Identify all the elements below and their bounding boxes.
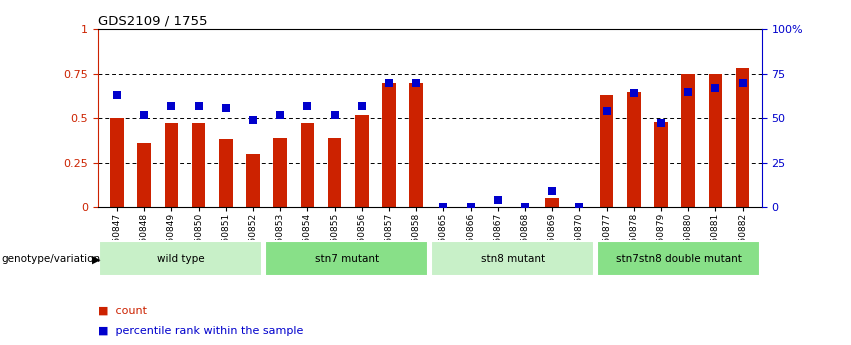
Point	[355, 103, 368, 108]
Text: stn7 mutant: stn7 mutant	[315, 254, 379, 264]
Point	[437, 204, 450, 209]
Point	[164, 103, 178, 108]
Bar	[246, 154, 260, 207]
Bar	[409, 82, 423, 207]
Point	[409, 80, 423, 85]
FancyBboxPatch shape	[266, 241, 428, 276]
Point	[137, 112, 151, 117]
Bar	[219, 139, 232, 207]
Point	[219, 105, 232, 110]
Text: ■  count: ■ count	[98, 306, 147, 315]
Point	[600, 108, 614, 114]
Point	[736, 80, 750, 85]
Bar	[545, 198, 559, 207]
Point	[491, 197, 505, 203]
Point	[300, 103, 314, 108]
FancyBboxPatch shape	[431, 241, 594, 276]
Bar	[627, 91, 641, 207]
Bar	[273, 138, 287, 207]
Text: GDS2109 / 1755: GDS2109 / 1755	[98, 14, 208, 28]
Point	[682, 89, 695, 94]
Text: stn8 mutant: stn8 mutant	[481, 254, 545, 264]
FancyBboxPatch shape	[100, 241, 262, 276]
Text: ▶: ▶	[92, 255, 100, 264]
Bar	[191, 124, 205, 207]
Text: wild type: wild type	[157, 254, 204, 264]
Bar	[137, 143, 151, 207]
Bar	[600, 95, 614, 207]
Bar	[654, 122, 668, 207]
Bar	[110, 118, 123, 207]
Point	[573, 204, 586, 209]
Bar	[328, 138, 341, 207]
Bar	[355, 115, 368, 207]
Point	[627, 90, 641, 96]
Point	[464, 204, 477, 209]
Point	[191, 103, 205, 108]
Point	[328, 112, 341, 117]
Bar	[300, 124, 314, 207]
Text: ■  percentile rank within the sample: ■ percentile rank within the sample	[98, 326, 303, 336]
Point	[654, 121, 668, 126]
Text: genotype/variation: genotype/variation	[2, 255, 100, 264]
Bar	[736, 68, 750, 207]
Point	[246, 117, 260, 123]
Point	[273, 112, 287, 117]
Bar	[382, 82, 396, 207]
Point	[545, 188, 559, 194]
Point	[110, 92, 123, 98]
Point	[382, 80, 396, 85]
Point	[518, 204, 532, 209]
Point	[709, 85, 722, 91]
Text: stn7stn8 double mutant: stn7stn8 double mutant	[616, 254, 741, 264]
Bar	[164, 124, 178, 207]
Bar	[709, 74, 722, 207]
Bar	[682, 74, 695, 207]
FancyBboxPatch shape	[597, 241, 760, 276]
